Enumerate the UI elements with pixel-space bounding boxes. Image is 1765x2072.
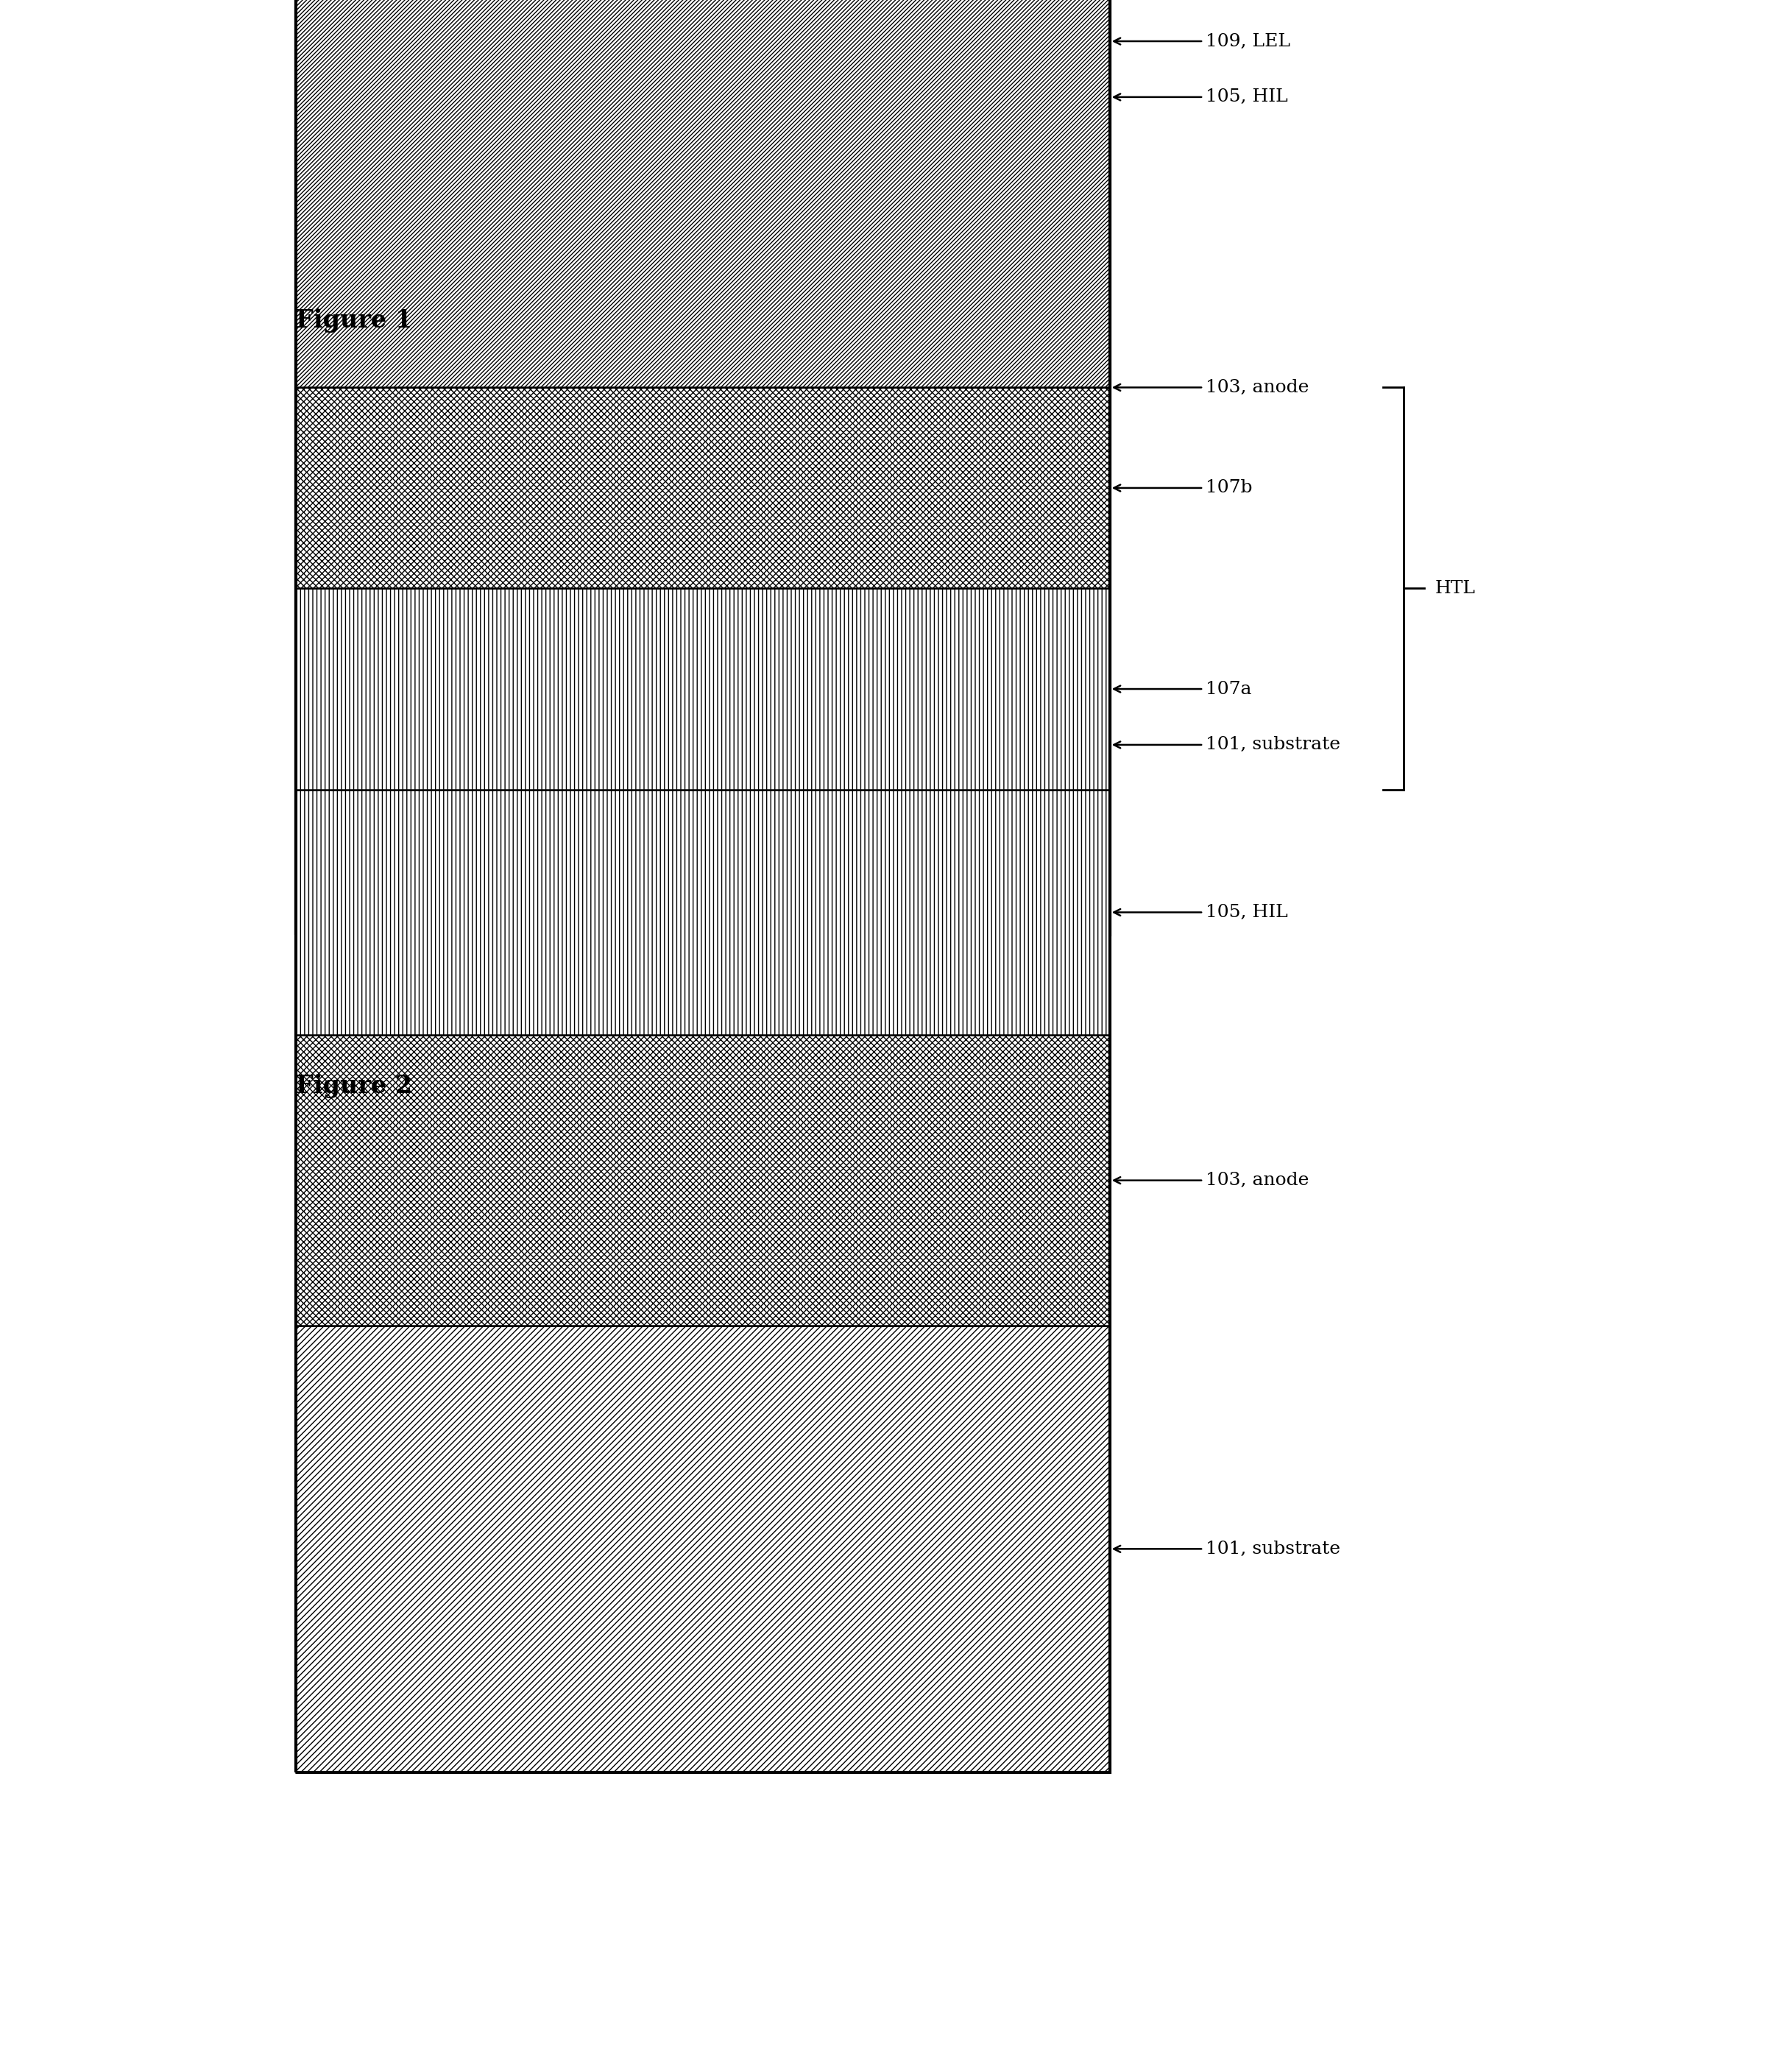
Bar — [297, 0, 1110, 220]
Text: 105, HIL: 105, HIL — [1114, 89, 1288, 106]
Text: 101, substrate: 101, substrate — [1114, 1539, 1340, 1558]
Text: Figure 2: Figure 2 — [297, 1073, 413, 1098]
Text: 101, substrate: 101, substrate — [1114, 736, 1340, 754]
Text: 103, anode: 103, anode — [1114, 379, 1310, 396]
Text: HTL: HTL — [1435, 580, 1476, 597]
Bar — [297, 387, 1110, 588]
Bar — [297, 0, 1110, 934]
Bar — [297, 0, 1110, 1772]
Text: 107b: 107b — [1114, 479, 1251, 497]
Bar — [297, 220, 1110, 555]
Text: Figure 1: Figure 1 — [297, 309, 413, 334]
Bar — [297, 789, 1110, 1036]
Text: 109, LEL: 109, LEL — [1114, 33, 1290, 50]
Bar — [297, 555, 1110, 934]
Text: 105, HIL: 105, HIL — [1114, 903, 1288, 920]
Text: 103, anode: 103, anode — [1114, 1173, 1310, 1189]
Bar — [297, 588, 1110, 789]
Bar — [297, 0, 1110, 387]
Bar — [297, 1036, 1110, 1326]
Bar — [297, 1326, 1110, 1772]
Text: 107a: 107a — [1114, 680, 1251, 698]
